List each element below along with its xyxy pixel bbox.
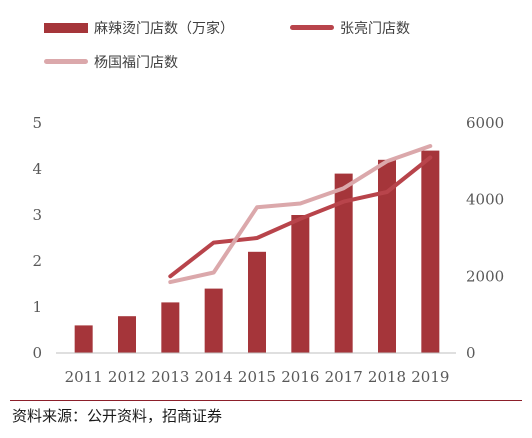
right-tick-label: 0 xyxy=(466,344,476,362)
x-tick-label: 2016 xyxy=(281,368,319,386)
right-tick-label: 6000 xyxy=(466,114,504,132)
left-tick-label: 5 xyxy=(32,114,42,132)
left-axis: 0 1 2 3 4 5 xyxy=(32,114,42,362)
left-tick-label: 0 xyxy=(32,344,42,362)
right-tick-label: 2000 xyxy=(466,267,504,285)
source-note: 资料来源：公开资料，招商证券 xyxy=(12,407,223,425)
legend-label-yangguofu: 杨国福门店数 xyxy=(94,55,178,71)
right-axis: 0 2000 4000 6000 xyxy=(466,114,504,362)
line-series-2 xyxy=(168,144,433,285)
left-tick-label: 3 xyxy=(32,206,42,224)
bars xyxy=(74,150,440,353)
bar-2012 xyxy=(118,316,136,353)
x-tick-label: 2013 xyxy=(151,368,189,386)
bar-2018 xyxy=(378,159,396,353)
line-series-1 xyxy=(168,155,433,279)
right-tick-label: 4000 xyxy=(466,191,504,209)
bar-2019 xyxy=(421,150,440,353)
x-axis: 2011 2012 2013 2014 2015 2016 2017 2018 2019 xyxy=(56,352,456,386)
bar-2011 xyxy=(74,325,93,353)
source-divider xyxy=(10,400,522,401)
legend-label-bar: 麻辣烫门店数（万家） xyxy=(94,20,234,37)
bar-2013 xyxy=(161,302,180,353)
x-tick-label: 2011 xyxy=(65,368,103,386)
bar-2016 xyxy=(291,215,310,353)
left-tick-label: 4 xyxy=(32,160,42,178)
legend: 麻辣烫门店数（万家） 张亮门店数 杨国福门店数 xyxy=(44,20,410,71)
x-tick-label: 2017 xyxy=(325,368,363,386)
left-tick-label: 1 xyxy=(32,298,42,316)
legend-swatch-zhangliang xyxy=(290,25,334,30)
x-tick-label: 2015 xyxy=(238,368,276,386)
legend-label-zhangliang: 张亮门店数 xyxy=(340,20,410,37)
x-tick-label: 2012 xyxy=(108,368,146,386)
left-tick-label: 2 xyxy=(32,252,42,270)
legend-swatch-yangguofu xyxy=(44,59,88,64)
bar-2015 xyxy=(248,251,266,353)
x-tick-label: 2018 xyxy=(368,368,406,386)
legend-swatch-bar xyxy=(44,23,88,33)
x-tick-label: 2019 xyxy=(411,368,449,386)
bar-2017 xyxy=(334,173,353,353)
x-tick-label: 2014 xyxy=(195,368,233,386)
bar-2014 xyxy=(204,288,223,353)
lines xyxy=(168,144,433,285)
